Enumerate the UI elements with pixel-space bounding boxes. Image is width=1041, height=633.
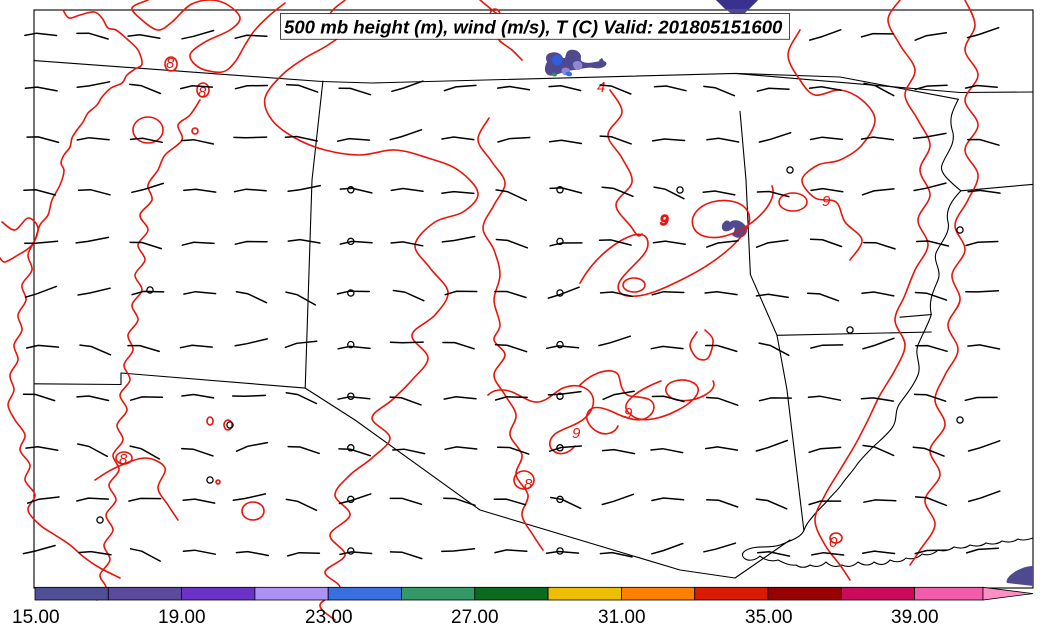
- svg-text:39.00: 39.00: [891, 607, 939, 628]
- svg-text:9: 9: [822, 193, 831, 210]
- svg-text:8: 8: [166, 55, 175, 72]
- svg-text:19.00: 19.00: [158, 607, 206, 628]
- svg-text:8: 8: [524, 476, 533, 493]
- svg-text:4: 4: [597, 79, 605, 96]
- svg-text:0: 0: [829, 534, 838, 551]
- svg-text:23.00: 23.00: [305, 607, 353, 628]
- svg-text:31.00: 31.00: [598, 607, 646, 628]
- svg-text:35.00: 35.00: [745, 607, 793, 628]
- svg-text:8: 8: [119, 451, 128, 468]
- svg-text:9: 9: [624, 405, 633, 422]
- svg-text:9: 9: [660, 212, 669, 229]
- svg-text:9: 9: [572, 425, 581, 442]
- svg-text:15.00: 15.00: [12, 607, 60, 628]
- svg-text:27.00: 27.00: [451, 607, 499, 628]
- svg-text:500 mb height (m), wind (m/s),: 500 mb height (m), wind (m/s), T (C) Val…: [284, 17, 783, 38]
